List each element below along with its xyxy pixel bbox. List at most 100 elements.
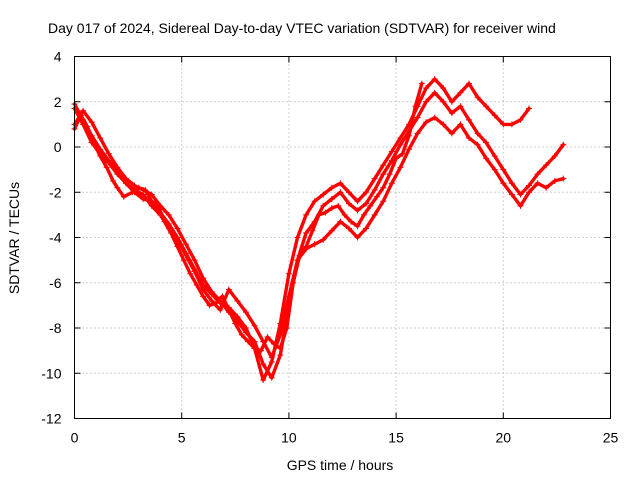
data-point xyxy=(114,171,121,178)
data-point xyxy=(354,223,361,230)
data-point xyxy=(174,225,181,232)
data-point xyxy=(414,103,421,110)
data-point xyxy=(423,85,430,92)
data-point xyxy=(534,171,541,178)
data-point xyxy=(457,103,464,110)
data-point xyxy=(448,110,455,117)
data-point xyxy=(508,121,515,128)
data-point xyxy=(157,211,164,218)
data-point xyxy=(320,191,327,198)
data-point xyxy=(182,252,189,259)
data-point xyxy=(328,227,335,234)
data-point xyxy=(200,286,207,293)
chart-title: Day 017 of 2024, Sidereal Day-to-day VTE… xyxy=(48,20,556,36)
data-point xyxy=(431,89,438,96)
data-point xyxy=(225,304,232,311)
x-tick-label: 25 xyxy=(603,430,619,446)
data-point xyxy=(345,200,352,207)
data-point xyxy=(414,130,421,137)
data-point xyxy=(388,148,395,155)
data-point xyxy=(388,180,395,187)
data-point xyxy=(423,98,430,105)
data-point xyxy=(551,177,558,184)
data-point xyxy=(380,171,387,178)
data-point xyxy=(187,270,194,277)
data-point xyxy=(110,177,117,184)
data-point xyxy=(208,297,215,304)
data-point xyxy=(97,134,104,141)
data-point xyxy=(148,191,155,198)
series-3 xyxy=(71,76,533,384)
data-point xyxy=(491,112,498,119)
y-tick-label: -10 xyxy=(41,365,61,381)
data-point xyxy=(526,182,533,189)
y-tick-label: -4 xyxy=(49,230,62,246)
data-point xyxy=(335,202,342,209)
data-point xyxy=(367,202,374,209)
data-point xyxy=(388,157,395,164)
data-point xyxy=(363,200,370,207)
y-axis-label: SDTVAR / TECUs xyxy=(6,182,22,294)
data-point xyxy=(560,141,567,148)
data-point xyxy=(285,293,292,300)
data-point xyxy=(80,121,87,128)
data-series xyxy=(71,76,567,384)
data-point xyxy=(303,211,310,218)
data-point xyxy=(285,270,292,277)
data-point xyxy=(363,225,370,232)
data-point xyxy=(386,171,393,178)
data-point xyxy=(517,191,524,198)
data-point xyxy=(345,225,352,232)
data-point xyxy=(500,180,507,187)
data-point xyxy=(191,257,198,264)
data-point xyxy=(180,257,187,264)
x-tick-label: 0 xyxy=(71,430,79,446)
data-point xyxy=(491,166,498,173)
data-point xyxy=(508,180,515,187)
data-point xyxy=(88,139,95,146)
data-point xyxy=(431,76,438,83)
data-point xyxy=(431,114,438,121)
y-tick-label: -12 xyxy=(41,411,61,427)
data-point xyxy=(322,209,329,216)
data-point xyxy=(414,114,421,121)
data-point xyxy=(328,184,335,191)
data-point xyxy=(260,377,267,384)
data-point xyxy=(491,153,498,160)
data-point xyxy=(457,121,464,128)
data-point xyxy=(371,186,378,193)
data-point xyxy=(517,202,524,209)
data-point xyxy=(371,175,378,182)
data-point xyxy=(80,107,87,114)
data-point xyxy=(193,282,200,289)
data-point xyxy=(105,150,112,157)
data-point xyxy=(465,134,472,141)
data-point xyxy=(200,293,207,300)
data-point xyxy=(206,302,213,309)
data-point xyxy=(264,334,271,341)
data-point xyxy=(448,98,455,105)
data-point xyxy=(534,180,541,187)
y-tick-label: 0 xyxy=(54,139,62,155)
series-line xyxy=(72,91,565,360)
data-point xyxy=(320,236,327,243)
data-point xyxy=(448,130,455,137)
data-point xyxy=(526,189,533,196)
data-point xyxy=(440,85,447,92)
data-point xyxy=(114,184,121,191)
series-line xyxy=(72,109,565,380)
data-point xyxy=(97,150,104,157)
data-point xyxy=(294,234,301,241)
data-point xyxy=(337,218,344,225)
data-point xyxy=(191,268,198,275)
data-point xyxy=(397,164,404,171)
data-point xyxy=(341,211,348,218)
y-tick-label: -8 xyxy=(49,320,62,336)
data-point xyxy=(543,162,550,169)
data-point xyxy=(251,345,258,352)
data-point xyxy=(294,257,301,264)
x-tick-label: 15 xyxy=(388,430,404,446)
y-tick-label: 2 xyxy=(54,94,62,110)
data-point xyxy=(277,331,284,338)
data-point xyxy=(508,191,515,198)
